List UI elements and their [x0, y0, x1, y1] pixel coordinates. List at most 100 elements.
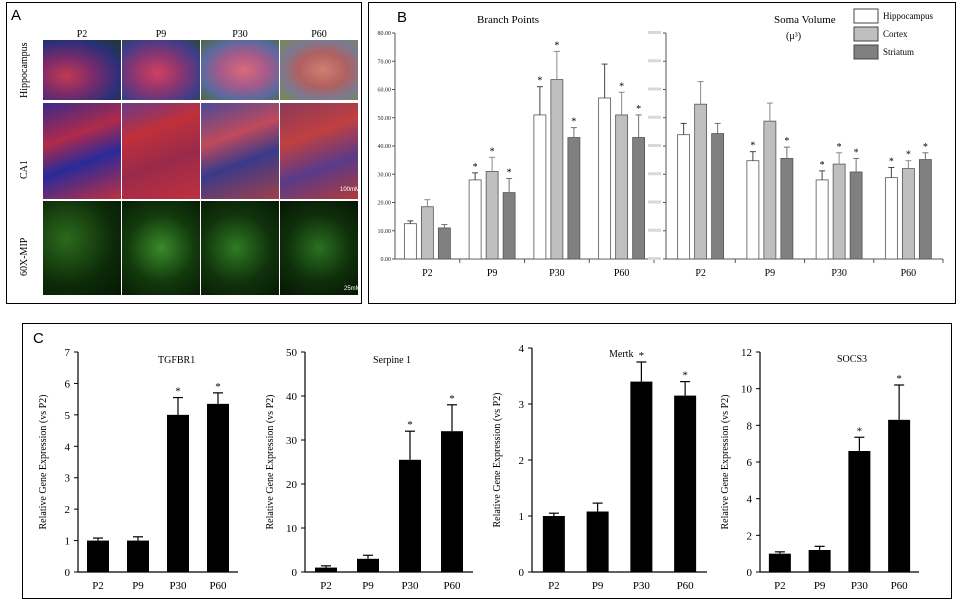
chart-branch-points-bar-hippocampus-p30 — [533, 114, 547, 260]
chart-branch-points-bar-hippocampus-p9 — [468, 179, 482, 260]
chart-branch-points-sig-striatum-p9: * — [507, 167, 512, 178]
chart-branch-points-bar-striatum-p9 — [502, 192, 516, 260]
chart-mertk-y-tick-label: 4 — [519, 343, 525, 355]
chart-mertk-sig-p30: * — [639, 350, 645, 362]
chart-branch-points-sig-cortex-p30: * — [554, 40, 559, 51]
chart-branch-points-bar-cortex-p60 — [615, 114, 629, 260]
chart-mertk-sig-p60: * — [682, 370, 688, 382]
chart-socs3-y-tick-label: 0 — [747, 567, 753, 579]
chart-soma-volume-title: Soma Volume — [774, 14, 836, 26]
chart-mertk-bar-p9 — [586, 511, 609, 572]
chart-serpine-1-x-tick-label-p30: P30 — [401, 580, 419, 592]
chart-socs3-y-tick-label: 2 — [747, 530, 753, 542]
chart-serpine-1-bar-p2 — [315, 567, 337, 572]
chart-serpine-1-y-tick-label: 40 — [286, 391, 298, 403]
chart-branch-points-sig-cortex-p60: * — [619, 81, 624, 92]
chart-mertk-y-tick-label: 0 — [519, 567, 525, 579]
scale-bar-label-mip: 25mM — [344, 286, 361, 292]
chart-soma-volume-y-tick-label-faint — [648, 257, 661, 260]
chart-branch-points-sig-cortex-p9: * — [490, 146, 495, 157]
column-label-p60: P60 — [311, 29, 327, 40]
chart-mertk-title: Mertk — [609, 349, 633, 360]
row-label-hippocampus: Hippocampus — [19, 42, 30, 98]
chart-serpine-1-title: Serpine 1 — [373, 355, 411, 366]
legend-label-cortex: Cortex — [883, 29, 908, 39]
chart-mertk-x-tick-label-p9: P9 — [592, 580, 604, 592]
chart-branch-points-y-tick-label: 30.00 — [378, 172, 392, 178]
mip-image-p60 — [280, 201, 358, 295]
column-label-p9: P9 — [155, 29, 167, 40]
chart-serpine-1-bar-p60 — [441, 431, 463, 572]
chart-socs3-bar-p60 — [888, 419, 911, 572]
chart-mertk-y-label: Relative Gene Expression (vs P2) — [492, 393, 503, 528]
legend-label-striatum: Striatum — [883, 47, 914, 57]
chart-tgfbr1-y-tick-label: 6 — [65, 378, 71, 390]
chart-serpine-1-y-tick-label: 30 — [286, 435, 298, 447]
chart-socs3-title: SOCS3 — [837, 354, 867, 365]
chart-branch-points-y-tick-label: 10.00 — [378, 229, 392, 235]
chart-soma-volume-unit: (μ³) — [786, 31, 801, 42]
chart-tgfbr1-bar-p30 — [167, 414, 189, 572]
hippocampus-image-p9 — [122, 40, 200, 100]
chart-serpine-1-bar-p30 — [399, 459, 421, 572]
chart-tgfbr1-y-tick-label: 2 — [65, 504, 71, 516]
panel-c-charts: TGFBR1 Relative Gene Expression (vs P2) 0 1… — [38, 343, 919, 592]
chart-mertk-bar-p30 — [630, 381, 653, 572]
panel-b-label: B — [397, 9, 408, 26]
chart-branch-points-sig-hippocampus-p9: * — [473, 162, 478, 173]
chart-branch-points-sig-hippocampus-p30: * — [537, 76, 542, 87]
chart-tgfbr1-y-tick-label: 4 — [65, 441, 71, 453]
chart-socs3-bar-p30 — [848, 451, 871, 572]
chart-soma-volume-y-tick-label-faint — [648, 144, 661, 147]
chart-mertk-x-tick-label-p60: P60 — [677, 580, 695, 592]
legend-label-hippocampus: Hippocampus — [883, 11, 933, 21]
hippocampus-image-p60 — [280, 40, 358, 100]
chart-serpine-1-y-tick-label: 0 — [292, 567, 298, 579]
chart-soma-volume-bar-striatum-p2 — [711, 133, 725, 260]
panel-b: B Branch Points 0.00 10.00 20.00 30.00 40.00 5… — [368, 2, 956, 304]
legend-swatch-cortex — [853, 26, 879, 42]
chart-branch-points-sig-striatum-p30: * — [571, 117, 576, 128]
legend-swatch-striatum — [853, 44, 879, 60]
ca1-image-p60 — [280, 103, 358, 199]
ca1-image-p2 — [43, 103, 121, 199]
chart-tgfbr1-y-tick-label: 1 — [65, 536, 71, 548]
chart-serpine-1-x-tick-label-p2: P2 — [320, 580, 332, 592]
column-label-p30: P30 — [232, 29, 248, 40]
chart-socs3-x-tick-label-p9: P9 — [814, 580, 826, 592]
chart-soma-volume-y-tick-label-faint — [648, 31, 661, 34]
chart-soma-volume-sig-striatum-p9: * — [784, 136, 789, 147]
hippocampus-image-p30 — [201, 40, 279, 100]
chart-serpine-1-x-tick-label-p60: P60 — [443, 580, 461, 592]
chart-socs3-y-label: Relative Gene Expression (vs P2) — [720, 395, 731, 530]
chart-socs3-x-tick-label-p2: P2 — [774, 580, 786, 592]
chart-serpine-1-sig-p30: * — [407, 419, 413, 431]
chart-mertk-x-tick-label-p30: P30 — [633, 580, 651, 592]
panel-b-charts: Branch Points 0.00 10.00 20.00 30.00 40.00 50.… — [378, 8, 944, 279]
chart-branch-points-y-tick-label: 70.00 — [378, 59, 392, 65]
chart-soma-volume-bar-hippocampus-p30 — [815, 179, 829, 260]
chart-branch-points-y-tick-label: 50.00 — [378, 116, 392, 122]
chart-soma-volume-bar-cortex-p9 — [763, 120, 777, 260]
chart-branch-points-bar-hippocampus-p60 — [598, 97, 612, 260]
chart-tgfbr1-y-tick-label: 5 — [65, 410, 71, 422]
chart-mertk-bar-p60 — [674, 395, 697, 572]
chart-branch-points-y-tick-label: 40.00 — [378, 144, 392, 150]
row-label-60x-mip: 60X-MIP — [19, 237, 30, 276]
chart-serpine-1-y-label: Relative Gene Expression (vs P2) — [265, 395, 276, 530]
chart-soma-volume-bar-striatum-p60 — [918, 159, 932, 260]
ca1-image-p9 — [122, 103, 200, 199]
chart-soma-volume-sig-hippocampus-p60: * — [889, 156, 894, 167]
chart-tgfbr1-sig-p60: * — [215, 381, 221, 393]
chart-branch-points-y-tick-label: 80.00 — [378, 31, 392, 37]
ca1-image-p30 — [201, 103, 279, 199]
chart-branch-points-title: Branch Points — [477, 14, 539, 26]
panel-c-label: C — [33, 330, 44, 347]
chart-tgfbr1-sig-p30: * — [175, 386, 181, 398]
chart-soma-volume-bar-cortex-p60 — [901, 168, 915, 260]
row-label-ca1: CA1 — [19, 160, 30, 179]
chart-tgfbr1-y-tick-label: 7 — [65, 347, 71, 359]
chart-tgfbr1-x-tick-label-p60: P60 — [209, 580, 227, 592]
chart-soma-volume-sig-striatum-p60: * — [923, 142, 928, 153]
chart-branch-points-y-tick-label: 20.00 — [378, 201, 392, 207]
